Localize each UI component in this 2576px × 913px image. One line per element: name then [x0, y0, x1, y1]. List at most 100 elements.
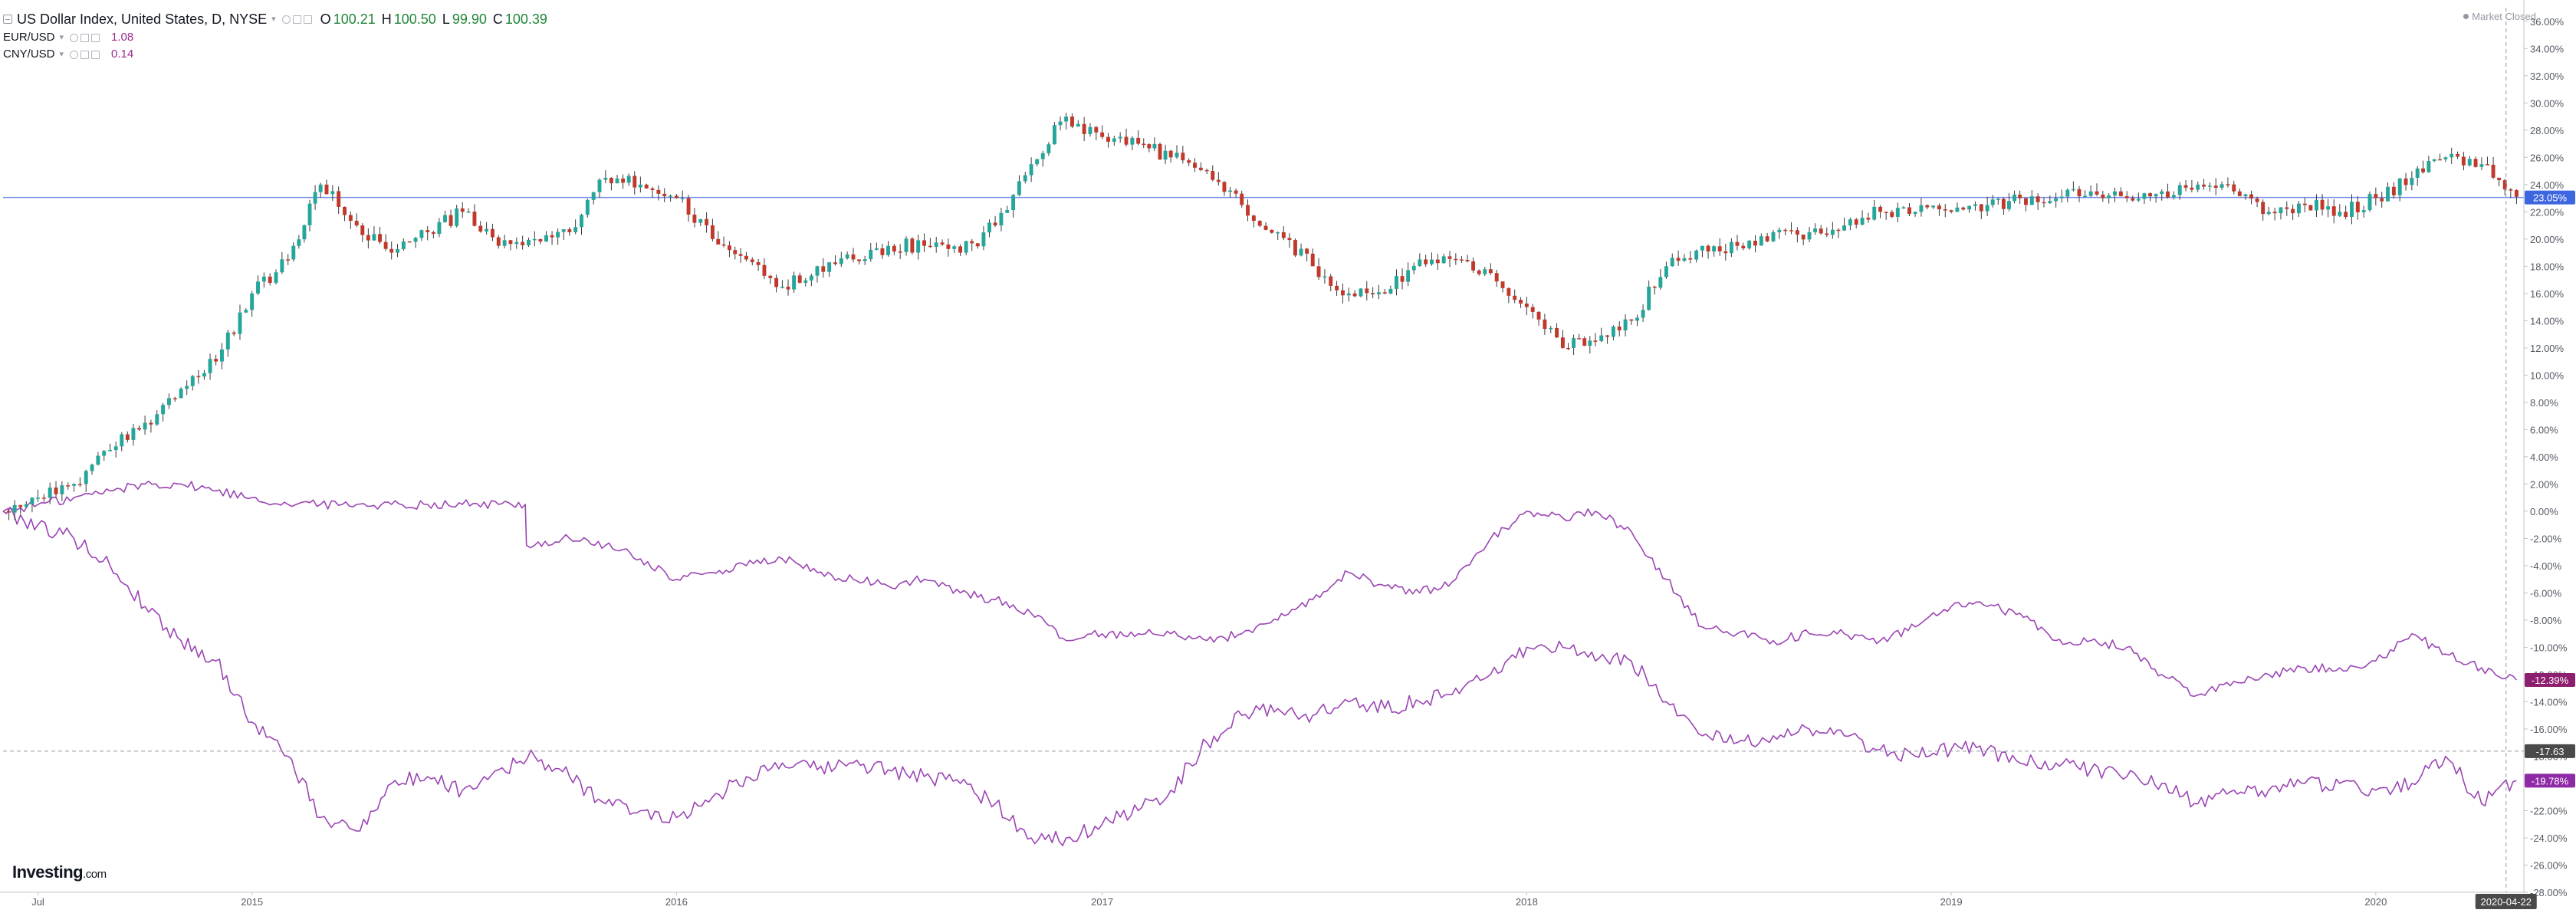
candle-body [1670, 258, 1674, 267]
candle-body [1435, 259, 1440, 264]
candle-body [1753, 241, 1757, 246]
candle-body [1664, 266, 1668, 278]
candle-body [1447, 256, 1452, 259]
eye-icon[interactable] [281, 15, 291, 24]
candle-body [238, 312, 242, 334]
candle-body [1106, 136, 1110, 142]
candle-body [2166, 191, 2170, 198]
candle-body [786, 286, 790, 290]
candle-body [2291, 209, 2295, 214]
eye-icon[interactable] [70, 33, 79, 42]
crosshair-date-bg [2475, 894, 2537, 909]
candle-body [650, 188, 655, 190]
candle-body [514, 241, 519, 245]
candle-body [1566, 347, 1570, 350]
candle-body [1706, 245, 1710, 252]
candle-body [149, 422, 153, 425]
collapse-icon[interactable] [3, 15, 12, 24]
candle-body [1168, 150, 1173, 158]
close-icon[interactable] [91, 33, 100, 42]
candle-body [1070, 117, 1074, 127]
settings-icon[interactable] [80, 33, 90, 42]
candle-body [1836, 229, 1841, 232]
candle-body [597, 179, 602, 192]
chevron-down-icon[interactable]: ▾ [59, 50, 64, 59]
candle-body [1023, 175, 1027, 182]
candle-body [354, 220, 359, 226]
candle-body [1890, 212, 1894, 217]
candle-body [970, 241, 974, 244]
candle-body [1801, 235, 1806, 240]
candle-body [1943, 209, 1947, 211]
settings-icon[interactable] [292, 15, 301, 24]
eye-icon[interactable] [70, 50, 79, 59]
candle-body [1741, 245, 1746, 248]
candle-body [928, 245, 932, 248]
candle-body [1513, 295, 1517, 301]
candle-body [2088, 191, 2093, 196]
candle-body [1204, 169, 1209, 172]
candle-body [591, 192, 596, 200]
candle-body [2432, 159, 2436, 161]
candle-body [1316, 266, 1321, 278]
candle-body [2249, 194, 2253, 199]
close-icon[interactable] [91, 50, 100, 59]
candle-body [981, 232, 986, 247]
legend-symbol[interactable]: US Dollar Index, United States, D, NYSE [17, 11, 268, 27]
y-tick-label: 12.00% [2530, 343, 2564, 354]
candle-body [2410, 177, 2414, 186]
legend-row-cny[interactable]: CNY/USD ▾ 0.14 [3, 46, 547, 63]
legend-row-eur[interactable]: EUR/USD ▾ 1.08 [3, 29, 547, 46]
candle-body [1937, 205, 1941, 210]
close-icon[interactable] [303, 15, 312, 24]
candle-body [1406, 270, 1411, 282]
candle-body [1919, 205, 1924, 212]
candle-body [2148, 193, 2152, 197]
candle-body [2461, 156, 2466, 166]
candle-body [1996, 199, 2000, 200]
candle-body [1011, 195, 1016, 211]
candle-body [762, 264, 767, 276]
last-value-badge-eur-bg [2525, 673, 2575, 688]
chevron-down-icon[interactable]: ▾ [271, 15, 276, 24]
candle-body [964, 241, 968, 253]
candle-body [1287, 238, 1292, 241]
candle-body [727, 245, 731, 251]
crosshair-date-text: 2020-04-22 [2481, 896, 2532, 908]
settings-icon[interactable] [80, 50, 90, 59]
candle-body [2380, 198, 2384, 202]
x-tick-label: 2015 [241, 896, 263, 908]
last-value-badge-cny: -19.78% [2525, 773, 2575, 788]
candle-body [2077, 189, 2082, 196]
candle-body [573, 227, 578, 232]
candle-body [478, 225, 483, 232]
candle-body [1611, 326, 1615, 337]
investing-logo[interactable]: Investing.com [12, 862, 107, 882]
candle-body [644, 184, 649, 189]
candle-body [851, 254, 856, 260]
candle-body [863, 259, 867, 261]
candle-body [1819, 228, 1823, 234]
legend-symbol[interactable]: CNY/USD [3, 48, 55, 61]
candle-body [2386, 186, 2390, 202]
candle-body [827, 262, 832, 272]
candle-body [1130, 137, 1135, 145]
legend-symbol[interactable]: EUR/USD [3, 31, 55, 44]
candle-body [698, 218, 703, 223]
candle-body [179, 389, 183, 399]
high-value: 100.50 [393, 11, 436, 27]
candle-body [2509, 189, 2513, 191]
candle-body [389, 248, 394, 253]
candle-body [318, 184, 323, 192]
chevron-down-icon[interactable]: ▾ [59, 33, 64, 42]
candle-body [307, 203, 312, 225]
candle-body [196, 376, 201, 378]
candle-body [1688, 258, 1693, 260]
candle-body [2367, 194, 2372, 211]
candle-body [166, 398, 171, 406]
candle-body [2355, 202, 2360, 212]
legend-row-dxy[interactable]: US Dollar Index, United States, D, NYSE … [3, 9, 547, 29]
candle-body [2331, 206, 2336, 216]
